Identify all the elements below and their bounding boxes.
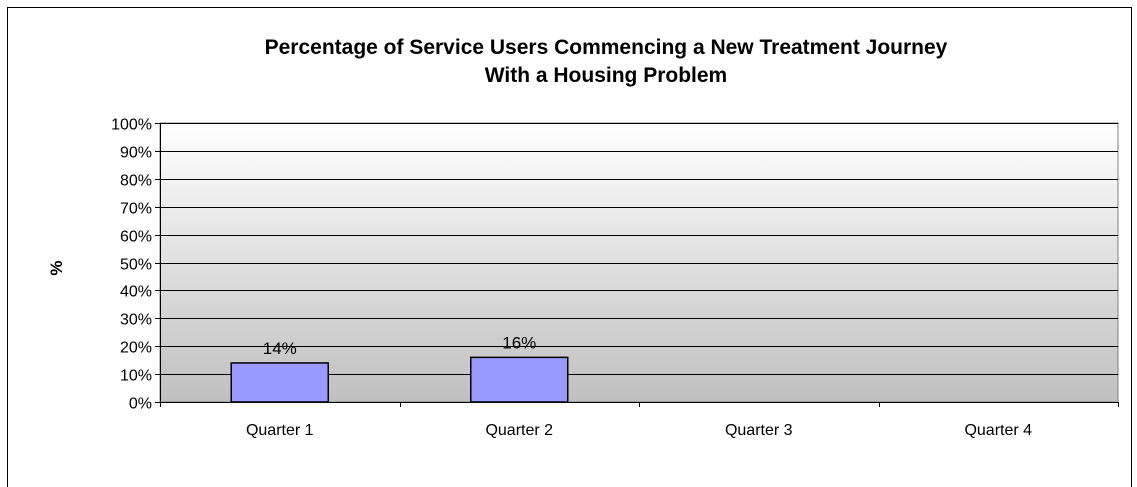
plot-background xyxy=(159,122,1119,403)
y-tick-label: 10% xyxy=(120,368,152,385)
y-tick-label: 70% xyxy=(120,201,152,218)
y-tick-label: 30% xyxy=(120,312,152,329)
data-label: 16% xyxy=(502,333,536,352)
y-tick-label: 100% xyxy=(111,117,152,134)
y-tick-label: 80% xyxy=(120,173,152,190)
x-category-label: Quarter 1 xyxy=(246,422,314,439)
bar xyxy=(470,356,569,403)
chart-title-line-1: Percentage of Service Users Commencing a… xyxy=(265,36,948,59)
x-category-label: Quarter 3 xyxy=(725,422,793,439)
plot-area: 0% 10% 20% 30% 40% 50% 60% 70% 80% 90% 100% Quarter… xyxy=(111,117,1119,439)
chart-frame xyxy=(7,7,1132,487)
x-category-label: Quarter 4 xyxy=(964,422,1032,439)
y-tick-label: 60% xyxy=(120,229,152,246)
y-tick-label: 40% xyxy=(120,284,152,301)
chart-title: Percentage of Service Users Commencing a… xyxy=(265,36,948,87)
y-axis-label: % xyxy=(47,260,66,275)
bar xyxy=(230,362,329,403)
chart-title-line-2: With a Housing Problem xyxy=(485,64,727,87)
y-tick-label: 20% xyxy=(120,340,152,357)
y-tick-label: 90% xyxy=(120,145,152,162)
y-tick-label: 0% xyxy=(129,396,152,413)
x-category-label: Quarter 2 xyxy=(485,422,553,439)
data-label: 14% xyxy=(263,339,297,358)
y-tick-label: 50% xyxy=(120,257,152,274)
